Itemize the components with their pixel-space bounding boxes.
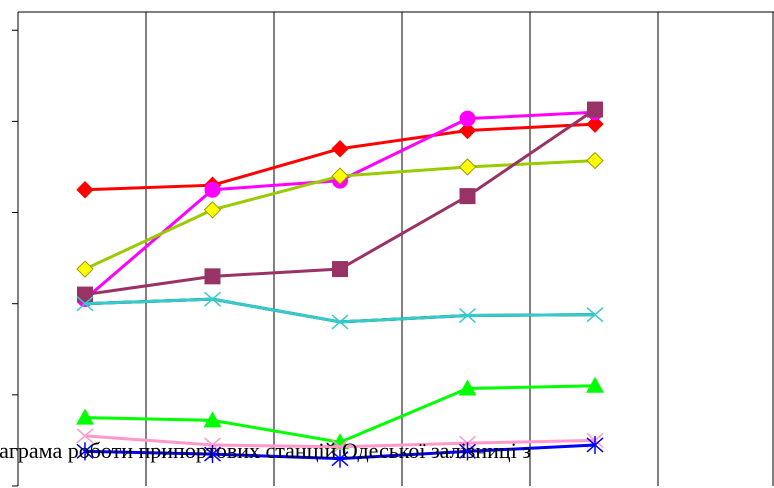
data-point (459, 442, 476, 461)
data-point (76, 181, 94, 199)
data-point (331, 449, 349, 468)
data-point (586, 376, 604, 393)
data-point (459, 110, 476, 127)
data-point (458, 121, 477, 140)
data-point (587, 101, 603, 118)
data-point (76, 260, 94, 278)
data-point (332, 261, 348, 278)
data-point (331, 439, 349, 455)
data-point (203, 411, 222, 428)
data-point (76, 296, 94, 312)
data-point (204, 445, 221, 464)
series-layer (76, 101, 604, 468)
data-point (586, 307, 604, 323)
data-point (459, 188, 476, 205)
chart-caption: Діаграма роботи припортових станцій Одес… (0, 438, 531, 463)
series-4 (77, 101, 603, 303)
series-1 (76, 115, 604, 199)
gridlines (18, 11, 774, 486)
data-point (331, 314, 349, 330)
series-3 (76, 151, 604, 278)
data-point (331, 140, 349, 158)
data-point (459, 307, 476, 324)
data-point (331, 167, 349, 185)
series-6 (76, 291, 604, 330)
plot-area (18, 12, 774, 488)
data-point (458, 379, 477, 396)
data-point (204, 291, 221, 307)
data-point (203, 201, 222, 219)
data-point (458, 158, 477, 176)
data-point (76, 408, 94, 425)
data-point (586, 435, 604, 454)
axes (12, 12, 19, 487)
data-point (586, 151, 604, 170)
series-9 (76, 435, 604, 468)
data-point (77, 286, 93, 303)
data-point (586, 115, 604, 133)
data-point (204, 181, 221, 198)
data-point (204, 268, 221, 285)
data-point (76, 442, 94, 461)
data-point (76, 428, 94, 444)
